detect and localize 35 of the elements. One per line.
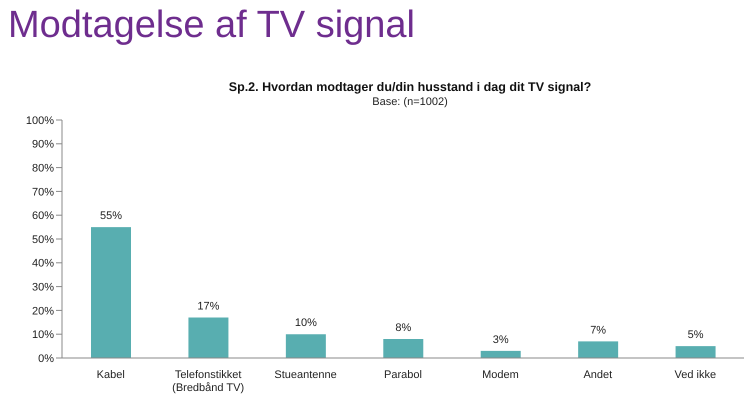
data-label: 3% [492,334,509,346]
data-label: 10% [294,317,318,330]
data-label: 55% [100,210,122,222]
x-tick-label: Ved ikke [674,369,716,381]
bar [286,334,326,358]
y-tick-label: 90% [32,138,54,151]
y-tick-label: 40% [32,258,54,270]
bar [480,350,521,358]
y-tick-label: 60% [32,210,54,222]
y-tick-label: 70% [32,186,54,198]
data-label: 8% [395,322,412,334]
data-label: 7% [590,324,606,336]
bar [383,338,424,358]
y-tick-label: 30% [32,282,54,294]
y-tick-label: 0% [38,352,54,365]
y-tick-label: 50% [32,234,54,246]
data-label: 17% [197,300,220,313]
x-tick-label: Telefonstikket (Bredbånd TV) [172,369,244,394]
bar [91,227,131,358]
x-tick-label: Parabol [384,369,422,381]
x-tick-label: Kabel [96,369,125,381]
y-tick-label: 20% [32,305,54,318]
data-label: 5% [688,329,704,342]
x-tick-label: Andet [583,369,612,381]
x-tick-label: Stueantenne [274,369,337,381]
bar [578,341,618,358]
y-tick-label: 100% [26,114,54,127]
y-tick-label: 80% [32,162,54,175]
text: Base: (n=1002) [371,96,449,108]
chart-subtitle: Sp.2. Hvordan modtager du/din husstand i dag dit TV signal? [228,80,592,94]
chart-title: Modtagelse af TV signal [8,4,415,47]
bar [676,346,716,358]
bar [188,318,228,358]
x-tick-label: Modem [482,369,519,381]
y-tick-label: 10% [32,329,54,342]
